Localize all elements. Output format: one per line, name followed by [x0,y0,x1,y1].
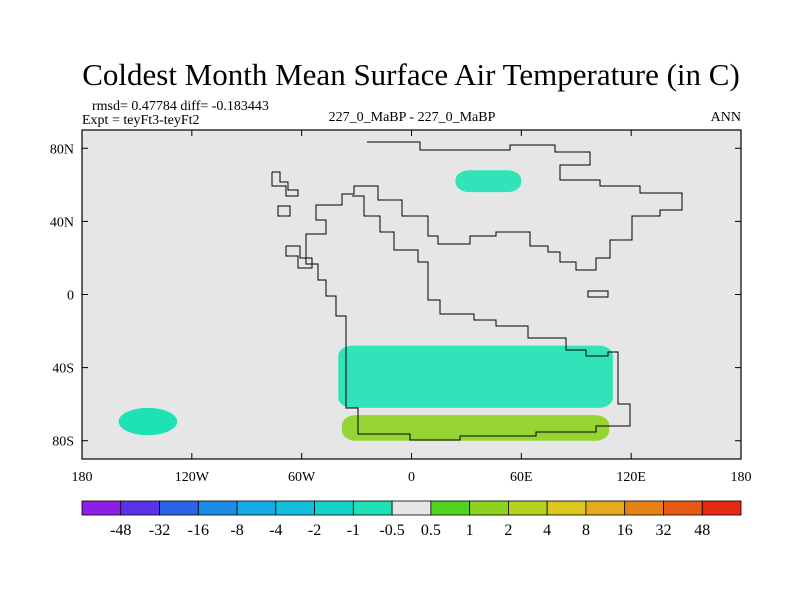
small-island-outline-1 [277,205,291,217]
subtitle-expt: Expt = teyFt3-teyFt2 [82,113,200,128]
colorbar-swatch-13 [585,500,626,516]
colorbar-swatch-1 [120,500,160,516]
colorbar-label-0: -48 [110,522,131,539]
y-tick-label-1: 40N [50,215,74,230]
colorbar-swatch-3 [197,500,238,516]
colorbar-swatch-4 [236,500,277,516]
x-tick-label-6: 180 [731,470,752,485]
field-isolated-cyan-blob [118,407,178,436]
colorbar-label-2: -16 [188,522,209,539]
west-coast-outline [285,245,313,269]
colorbar-label-6: -1 [347,522,360,539]
subtitle-right: ANN [711,110,741,125]
colorbar-swatch-11 [508,500,548,516]
x-tick-label-4: 60E [510,470,533,485]
colorbar-swatch-5 [275,500,315,516]
subtitle-rmsd: rmsd= 0.47784 diff= -0.183443 [92,99,269,114]
y-tick-label-3: 40S [52,362,74,377]
colorbar-swatch-15 [663,500,703,516]
colorbar-swatch-0 [81,500,122,516]
x-tick-label-3: 0 [408,470,415,485]
colorbar-label-10: 2 [504,522,512,539]
anomaly-fields [118,170,613,441]
colorbar-label-11: 4 [543,522,551,539]
colorbar-swatch-14 [624,500,664,516]
colorbar-label-4: -4 [269,522,282,539]
small-island-outline-2 [587,290,609,298]
colorbar-label-8: 0.5 [421,522,441,539]
field-north-cyan-patch [455,170,522,193]
y-tick-label-0: 80N [50,142,74,157]
colorbar-label-13: 16 [617,522,633,539]
colorbar-label-5: -2 [308,522,321,539]
colorbar: -48 -32 -16 -8 -4 -2 -1 -0.5 0.5 1 2 4 8 16 32 48 [81,500,742,539]
y-tick-label-2: 0 [67,289,74,304]
colorbar-label-1: -32 [149,522,170,539]
continent-outlines [271,141,683,441]
x-tick-label-0: 180 [72,470,93,485]
field-south-polar-green-band [341,415,610,441]
colorbar-label-15: 48 [694,522,710,539]
x-tick-label-5: 120E [616,470,646,485]
colorbar-swatch-16 [701,500,742,516]
map-background [82,130,741,459]
colorbar-swatch-10 [469,500,509,516]
x-tick-label-2: 60W [288,470,316,485]
colorbar-swatch-6 [314,500,354,516]
colorbar-swatch-2 [159,500,199,516]
colorbar-swatch-9 [430,500,471,516]
subtitle-center: 227_0_MaBP - 227_0_MaBP [329,110,496,125]
y-tick-label-4: 80S [52,435,74,450]
colorbar-label-14: 32 [655,522,671,539]
colorbar-swatch-8 [391,500,432,516]
colorbar-label-3: -8 [230,522,243,539]
colorbar-swatch-7 [352,500,393,516]
axis-ticks: 180 120W 60W 0 60E 120E 180 80N 40N 0 40S 80S [50,130,752,485]
x-tick-label-1: 120W [175,470,210,485]
pangea-outline [305,141,683,441]
chart-title: Coldest Month Mean Surface Air Temperatu… [82,57,740,92]
north-island-outline [271,171,299,197]
colorbar-swatch-12 [546,500,587,516]
colorbar-label-9: 1 [466,522,474,539]
colorbar-label-7: -0.5 [379,522,404,539]
colorbar-label-12: 8 [582,522,590,539]
field-southern-cyan-band [338,345,613,408]
